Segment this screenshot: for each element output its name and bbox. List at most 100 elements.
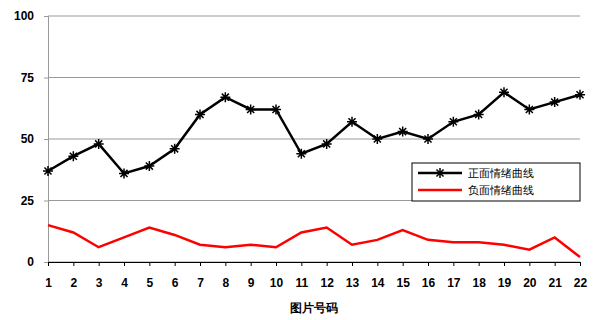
x-tick-mark xyxy=(453,262,454,266)
x-tick-label: 20 xyxy=(523,276,537,290)
x-tick: 14 xyxy=(371,262,385,290)
x-tick-label: 13 xyxy=(346,276,360,290)
x-tick-mark xyxy=(377,262,378,266)
y-tick-mark xyxy=(44,139,48,140)
x-tick-label: 19 xyxy=(498,276,512,290)
y-tick-mark xyxy=(44,262,48,263)
x-tick: 9 xyxy=(248,262,255,290)
marker xyxy=(246,104,256,114)
y-axis-line xyxy=(44,17,49,263)
x-tick-label: 4 xyxy=(121,276,128,290)
marker xyxy=(423,134,433,144)
legend-box xyxy=(412,163,580,201)
marker xyxy=(322,139,332,149)
x-tick-label: 12 xyxy=(320,276,334,290)
x-tick-mark xyxy=(301,262,302,266)
x-tick-mark xyxy=(428,262,429,266)
marker xyxy=(195,109,205,119)
x-tick-label: 1 xyxy=(45,276,52,290)
marker xyxy=(144,161,154,171)
grid-line xyxy=(48,139,580,140)
plot-area xyxy=(43,87,585,257)
marker xyxy=(119,168,129,178)
x-tick-mark xyxy=(149,262,150,266)
x-tick-mark xyxy=(48,262,49,266)
marker xyxy=(474,109,484,119)
x-axis-line xyxy=(49,263,581,267)
x-tick-mark xyxy=(99,262,100,266)
x-tick: 12 xyxy=(320,262,334,290)
x-tick-label: 5 xyxy=(146,276,153,290)
x-tick: 16 xyxy=(422,262,436,290)
marker xyxy=(347,117,357,127)
marker xyxy=(398,127,408,137)
grid-line xyxy=(48,16,580,17)
x-tick: 20 xyxy=(523,262,537,290)
marker xyxy=(220,92,230,102)
series-line xyxy=(48,92,580,173)
grid-line xyxy=(48,77,580,78)
y-tick: 50 xyxy=(21,132,48,146)
x-tick-label: 11 xyxy=(295,276,308,290)
y-axis: 0255075100 xyxy=(14,9,49,269)
x-tick-label: 6 xyxy=(172,276,179,290)
x-tick: 7 xyxy=(197,262,204,290)
y-tick-mark xyxy=(44,78,48,79)
marker xyxy=(170,144,180,154)
y-tick: 0 xyxy=(27,255,48,269)
chart: 0255075100123456789101112131415161718192… xyxy=(0,0,598,320)
x-tick-label: 17 xyxy=(447,276,461,290)
x-tick-mark xyxy=(403,262,404,266)
series-line xyxy=(48,225,580,257)
marker xyxy=(296,149,306,159)
x-tick: 1 xyxy=(45,262,52,290)
x-tick: 4 xyxy=(121,262,128,290)
grid xyxy=(48,16,580,262)
x-tick: 21 xyxy=(548,262,562,290)
x-tick: 15 xyxy=(396,262,410,290)
x-tick: 10 xyxy=(270,262,284,290)
x-tick-label: 2 xyxy=(70,276,77,290)
x-tick-label: 15 xyxy=(396,276,410,290)
marker xyxy=(448,117,458,127)
x-tick: 13 xyxy=(346,262,360,290)
x-tick-mark xyxy=(529,262,530,266)
legend-swatch xyxy=(418,189,462,192)
marker xyxy=(68,151,78,161)
x-tick: 19 xyxy=(498,262,512,290)
marker xyxy=(499,87,509,97)
x-tick: 8 xyxy=(222,262,229,290)
y-tick-label: 100 xyxy=(14,9,34,23)
x-axis-title: 图片号码 xyxy=(290,301,338,315)
x-tick-mark xyxy=(580,262,581,266)
x-axis: 12345678910111213141516171819202122 xyxy=(45,262,587,290)
x-tick-label: 18 xyxy=(472,276,486,290)
y-tick-label: 0 xyxy=(27,255,34,269)
marker xyxy=(94,139,104,149)
legend-label: 正面情绪曲线 xyxy=(468,167,534,179)
x-tick-label: 21 xyxy=(548,276,562,290)
x-tick-mark xyxy=(73,262,74,266)
x-tick-mark xyxy=(200,262,201,266)
x-tick: 3 xyxy=(96,262,103,290)
x-tick-mark xyxy=(327,262,328,266)
x-tick-mark xyxy=(276,262,277,266)
legend-marker xyxy=(435,168,445,178)
x-tick-label: 14 xyxy=(371,276,385,290)
x-tick: 17 xyxy=(447,262,461,290)
marker xyxy=(43,166,53,176)
marker xyxy=(575,90,585,100)
x-tick: 22 xyxy=(574,262,588,290)
y-tick-mark xyxy=(44,201,48,202)
x-tick: 6 xyxy=(172,262,179,290)
x-tick-mark xyxy=(225,262,226,266)
legend-label: 负面情绪曲线 xyxy=(468,184,534,196)
x-tick-label: 22 xyxy=(574,276,588,290)
x-tick-label: 10 xyxy=(270,276,284,290)
x-tick-label: 16 xyxy=(422,276,436,290)
legend: 正面情绪曲线负面情绪曲线 xyxy=(412,163,580,201)
x-tick-mark xyxy=(555,262,556,266)
marker xyxy=(550,97,560,107)
x-tick-mark xyxy=(504,262,505,266)
x-tick-mark xyxy=(251,262,252,266)
